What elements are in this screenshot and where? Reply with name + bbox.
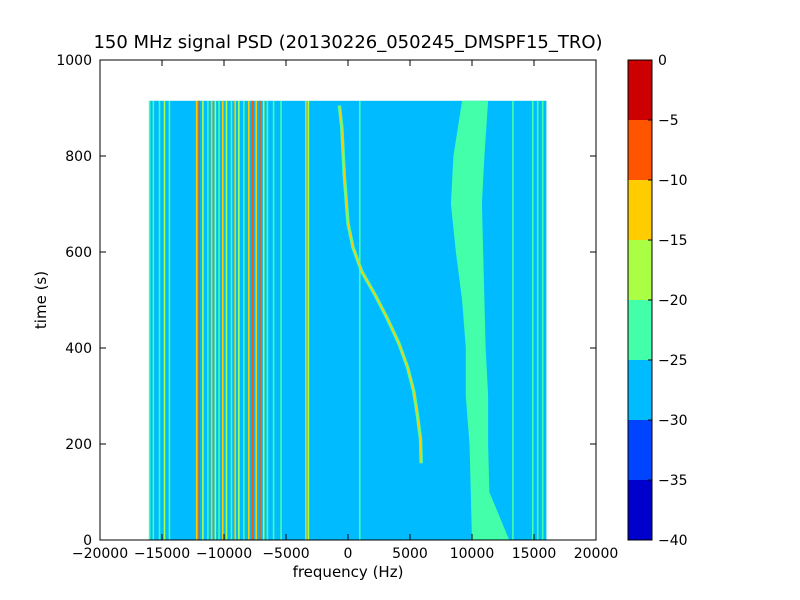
y-tick-label: 800	[65, 149, 92, 165]
y-tick-label: 1000	[56, 53, 92, 69]
chart-title: 150 MHz signal PSD (20130226_050245_DMSP…	[93, 32, 602, 53]
colorbar-tick-label: −25	[658, 353, 688, 369]
x-tick-label: −15000	[134, 546, 190, 562]
colorbar-tick-label: −35	[658, 473, 688, 489]
x-tick-label: 15000	[512, 546, 557, 562]
colorbar-level	[628, 300, 652, 360]
x-tick-label: 5000	[392, 546, 428, 562]
y-tick-label: 400	[65, 341, 92, 357]
colorbar-levels	[628, 60, 652, 540]
y-tick-label: 0	[83, 533, 92, 549]
y-tick-label: 200	[65, 437, 92, 453]
noise-band	[450, 100, 510, 540]
x-tick-label: 20000	[574, 546, 619, 562]
colorbar-tick-label: −40	[658, 533, 688, 549]
colorbar-level	[628, 120, 652, 180]
x-tick-label: −5000	[262, 546, 309, 562]
y-tick-label: 600	[65, 245, 92, 261]
x-axis-label: frequency (Hz)	[293, 563, 404, 581]
heatmap-layer	[148, 100, 547, 540]
colorbar-tick-label: −10	[658, 173, 688, 189]
colorbar-level	[628, 420, 652, 480]
colorbar-tick-label: −15	[658, 233, 688, 249]
x-tick-label: 0	[344, 546, 353, 562]
colorbar-level	[628, 240, 652, 300]
plot-area: −20000 −15000 −10000 −5000 0 5000 10000 15000 20…	[56, 53, 618, 562]
colorbar-tick-label: 0	[658, 53, 667, 69]
x-tick-label: −10000	[196, 546, 252, 562]
x-axis-ticks: −20000 −15000 −10000 −5000 0 5000 10000 15000 20…	[72, 60, 618, 562]
y-axis-ticks: 0 200 400 600 800 1000	[56, 53, 596, 549]
colorbar-level	[628, 360, 652, 420]
colorbar-level	[628, 480, 652, 540]
y-axis-label: time (s)	[32, 271, 50, 329]
colorbar: 0 −5 −10 −15 −20 −25 −30 −35 −40	[627, 53, 688, 549]
colorbar-tick-label: −30	[658, 413, 688, 429]
colorbar-level	[628, 60, 652, 120]
colorbar-ticks: 0 −5 −10 −15 −20 −25 −30 −35 −40	[648, 53, 688, 549]
x-tick-label: −20000	[72, 546, 128, 562]
colorbar-tick-label: −5	[658, 113, 679, 129]
colorbar-tick-label: −20	[658, 293, 688, 309]
drifting-trace	[338, 105, 422, 464]
x-tick-label: 10000	[450, 546, 495, 562]
colorbar-level	[628, 180, 652, 240]
